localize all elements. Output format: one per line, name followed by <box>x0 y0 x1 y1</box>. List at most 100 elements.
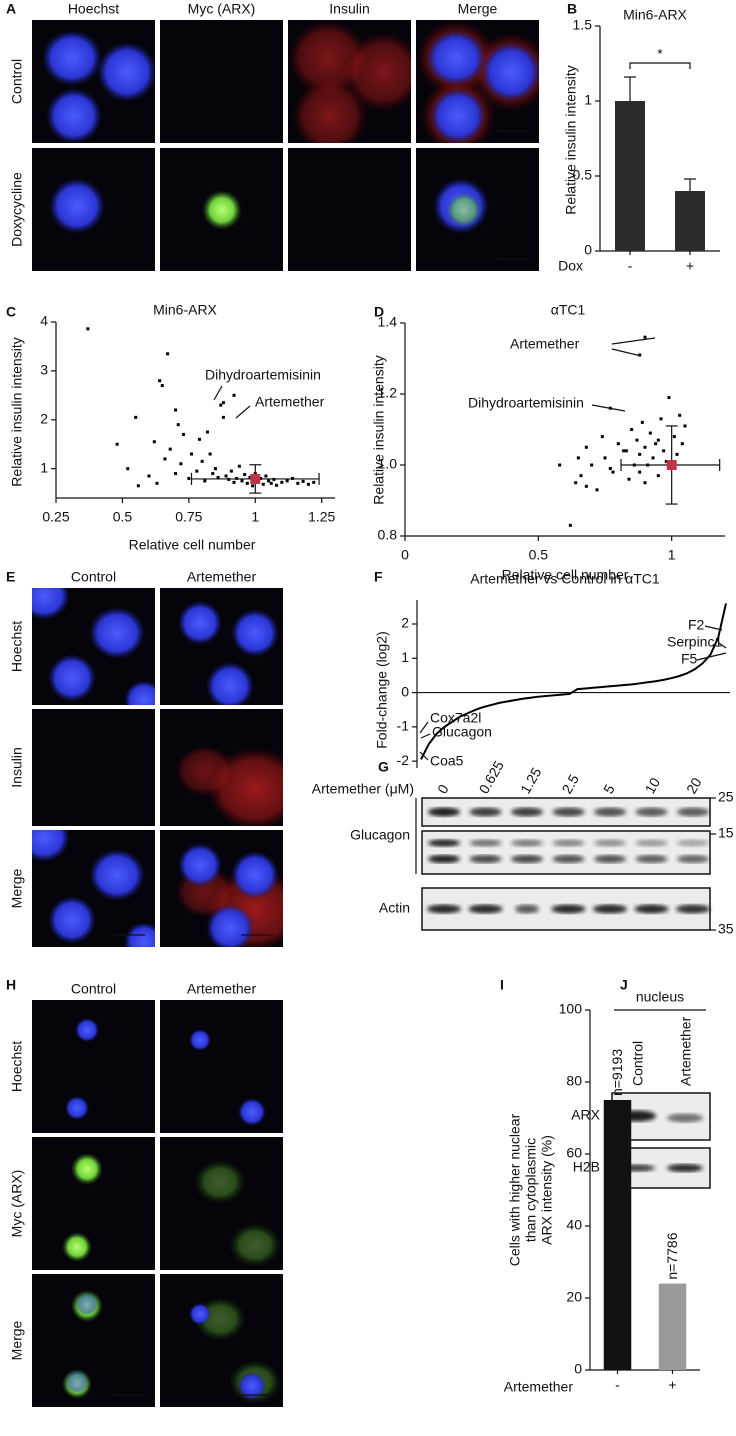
point <box>216 475 220 479</box>
point <box>680 442 684 446</box>
row-label: Hoechst <box>9 621 25 672</box>
point <box>126 467 130 471</box>
panel-letter: B <box>567 1 577 17</box>
y-axis-label: ARX intensity (%) <box>539 1135 555 1245</box>
annotation-pointer <box>419 751 429 761</box>
cell <box>71 1153 103 1185</box>
blot-label: Glucagon <box>350 827 410 843</box>
point <box>261 482 265 486</box>
mean-point <box>250 473 261 484</box>
cell <box>481 42 539 102</box>
column-label: Myc (ARX) <box>188 1 256 17</box>
cell <box>175 745 235 797</box>
annotation: Dihydroartemisinin <box>468 395 584 411</box>
cell <box>202 190 242 230</box>
significance-label: * <box>657 46 663 62</box>
x-axis-label: Dox <box>558 258 583 274</box>
x-tick-label: 0.5 <box>529 547 549 563</box>
point <box>595 488 599 492</box>
point <box>640 420 644 424</box>
point <box>643 481 647 485</box>
y-axis-label: than cytoplasmic <box>523 1138 539 1242</box>
marker-label: 25 <box>718 789 734 805</box>
row-label: Merge <box>9 1320 25 1360</box>
x-tick-label: + <box>668 1377 676 1393</box>
column-label: Artemether <box>187 569 257 585</box>
micrograph <box>288 20 411 143</box>
micrograph <box>160 588 283 705</box>
cell <box>48 896 96 944</box>
point <box>267 479 271 483</box>
panel-letter: H <box>6 977 16 993</box>
blot-band <box>511 839 543 847</box>
point <box>158 379 162 383</box>
blot-band <box>667 1113 703 1123</box>
y-tick-label: 1 <box>401 649 409 665</box>
micrograph <box>160 830 283 947</box>
cell <box>292 78 368 143</box>
row-label: Insulin <box>9 747 25 787</box>
x-tick-label: + <box>686 258 694 274</box>
cell <box>65 1370 89 1394</box>
blot-band <box>667 1164 703 1172</box>
cell <box>65 1096 89 1120</box>
micrograph <box>160 148 283 271</box>
data-line <box>420 603 727 760</box>
blot-label: ARX <box>571 1107 600 1123</box>
x-tick-label: 0.25 <box>42 509 69 525</box>
point <box>600 435 604 439</box>
point <box>656 438 660 442</box>
point <box>683 424 687 428</box>
blot-band <box>428 839 460 847</box>
annotation: F5 <box>681 651 698 667</box>
point <box>155 481 159 485</box>
blot-band <box>469 807 502 817</box>
point <box>197 437 201 441</box>
blot-band <box>511 855 543 863</box>
bar <box>603 1100 632 1370</box>
panel-letter: F <box>374 569 383 585</box>
point <box>213 467 217 471</box>
row-label: Merge <box>9 868 25 908</box>
x-axis-label: Artemether <box>504 1379 574 1395</box>
blot-label: Actin <box>379 900 410 916</box>
point <box>584 445 588 449</box>
micrograph <box>416 20 539 143</box>
blot-band <box>677 855 709 863</box>
point <box>643 335 647 339</box>
y-tick-label: 60 <box>566 1145 582 1161</box>
annotation: Artemether <box>255 394 325 410</box>
annotation-pointer <box>704 625 723 631</box>
y-tick-label: 20 <box>566 1289 582 1305</box>
micrograph <box>32 588 155 705</box>
marker-label: 15 <box>718 825 734 841</box>
point <box>134 415 138 419</box>
micrograph-background <box>160 20 283 143</box>
y-tick-label: 1.5 <box>573 17 593 33</box>
mean-point <box>666 460 677 470</box>
row-label: Hoechst <box>9 1041 25 1092</box>
micrograph <box>160 1137 283 1270</box>
column-label: Merge <box>458 1 498 17</box>
point <box>245 481 249 485</box>
micrograph <box>160 20 283 143</box>
cell <box>446 192 482 228</box>
bar <box>675 191 705 251</box>
panel-letter: G <box>378 759 389 775</box>
micrograph <box>160 1274 283 1407</box>
column-label: Insulin <box>329 1 369 17</box>
point <box>229 469 233 473</box>
sample-size: n=9193 <box>609 1049 625 1096</box>
blot-membrane <box>421 830 711 875</box>
point <box>638 452 642 456</box>
micrograph <box>160 1000 283 1133</box>
point <box>624 449 628 453</box>
point <box>568 523 572 527</box>
point <box>182 432 186 436</box>
column-label: Control <box>71 569 116 585</box>
cell <box>32 830 70 862</box>
panel-letter: E <box>6 569 15 585</box>
point <box>232 480 236 484</box>
cell <box>343 32 411 112</box>
micrograph <box>32 1000 155 1133</box>
